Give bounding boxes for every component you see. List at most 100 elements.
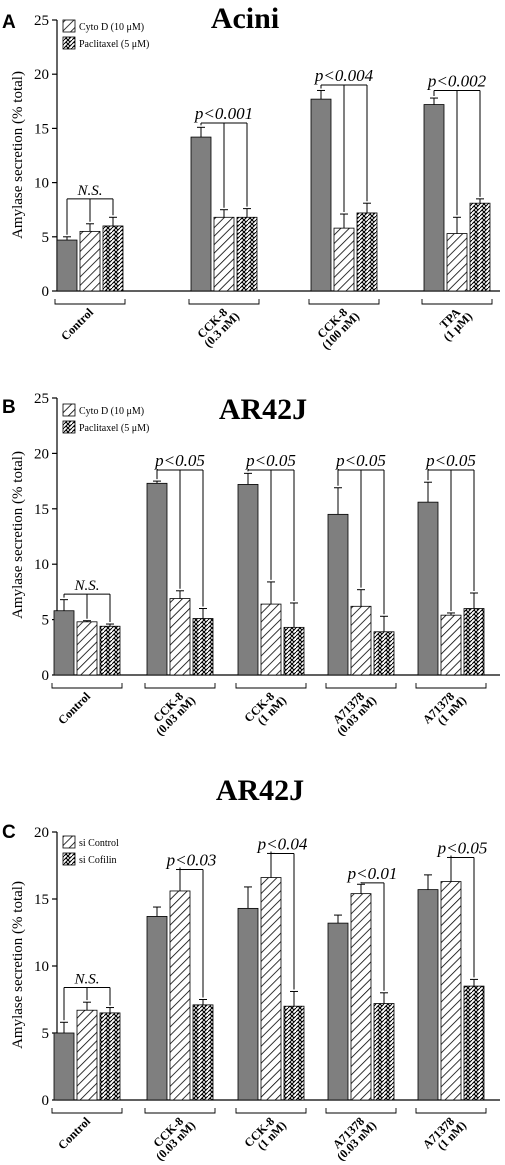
bar <box>373 1003 395 1101</box>
p-value-label: p<0.05 <box>425 451 476 470</box>
bar <box>417 501 439 676</box>
y-tick-label: 0 <box>42 1093 50 1109</box>
group-bracket <box>421 299 493 305</box>
bar <box>53 610 75 676</box>
bar <box>260 603 282 676</box>
panel-a: A Acini Amylase secretion (% total) 0 5 10… <box>2 2 500 352</box>
bar <box>373 631 395 676</box>
legend-swatch <box>62 403 76 417</box>
bar <box>440 614 462 676</box>
group-bracket <box>54 299 126 305</box>
y-tick-label: 15 <box>34 502 49 518</box>
legend-swatch <box>62 420 76 434</box>
legend-label: Cyto D (10 μM) <box>79 22 144 33</box>
group-bracket <box>415 1108 487 1114</box>
panel-a-y-axis-label: Amylase secretion (% total) <box>10 71 26 239</box>
legend-swatch <box>62 835 76 849</box>
bar <box>99 625 121 676</box>
legend-swatch <box>62 36 76 50</box>
bar <box>190 136 212 292</box>
p-value-label: p<0.002 <box>427 71 487 90</box>
bar <box>283 1005 305 1101</box>
y-tick-label: 25 <box>34 13 49 29</box>
y-tick-label: 5 <box>42 1026 50 1042</box>
bar <box>260 877 282 1101</box>
p-value-label: p<0.05 <box>154 451 205 470</box>
bar <box>350 893 372 1101</box>
group-bracket <box>51 1108 123 1114</box>
group-bracket <box>188 299 260 305</box>
bar <box>417 889 439 1101</box>
panel-c-y-axis-label: Amylase secretion (% total) <box>10 881 26 1049</box>
bar <box>79 230 101 292</box>
bar <box>213 216 235 292</box>
bar <box>146 916 168 1101</box>
p-value-label: p<0.05 <box>245 451 296 470</box>
group-bracket <box>235 683 307 689</box>
y-tick-label: 0 <box>42 668 50 684</box>
panel-b: B AR42J Amylase secretion (% total) 0 5 10… <box>2 391 500 738</box>
bar <box>237 907 259 1101</box>
bar <box>192 1004 214 1101</box>
bar <box>327 513 349 676</box>
bar <box>237 484 259 676</box>
bar <box>76 621 98 676</box>
bar <box>192 618 214 676</box>
bar <box>102 225 124 292</box>
p-value-label: p<0.04 <box>257 834 308 853</box>
y-tick-label: 10 <box>34 176 49 192</box>
p-value-label: p<0.03 <box>166 851 217 870</box>
panel-b-letter: B <box>2 397 16 418</box>
bar <box>53 1032 75 1101</box>
p-value-label: p<0.05 <box>437 838 488 857</box>
panel-c-title: AR42J <box>216 774 304 807</box>
p-value-label: p<0.001 <box>194 104 253 123</box>
group-bracket <box>415 683 487 689</box>
legend-swatch <box>62 19 76 33</box>
group-bracket <box>325 1108 397 1114</box>
panel-c-letter: C <box>2 822 16 843</box>
legend-label: si Cofilin <box>79 855 117 866</box>
y-tick-label: 25 <box>34 391 49 407</box>
y-tick-label: 0 <box>42 284 50 300</box>
group-bracket <box>325 683 397 689</box>
p-value-label: p<0.004 <box>314 66 374 85</box>
bar <box>327 922 349 1101</box>
panel-b-y-axis-label: Amylase secretion (% total) <box>10 451 26 619</box>
group-label: Control <box>55 689 93 727</box>
y-tick-label: 15 <box>34 892 49 908</box>
group-bracket <box>235 1108 307 1114</box>
group-label: Control <box>55 1114 93 1152</box>
bar <box>440 881 462 1101</box>
p-value-label: p<0.05 <box>335 451 386 470</box>
bar <box>463 608 485 676</box>
bar <box>146 482 168 676</box>
legend-label: Paclitaxel (5 μM) <box>79 39 149 50</box>
group-bracket <box>308 299 380 305</box>
legend-swatch <box>62 852 76 866</box>
y-tick-label: 5 <box>42 230 50 246</box>
panel-a-title: Acini <box>211 2 279 35</box>
bar <box>356 212 378 292</box>
ns-label: N.S. <box>76 183 102 199</box>
panel-c: C AR42J Amylase secretion (% total) 0 5 10… <box>2 774 500 1163</box>
bar <box>283 626 305 676</box>
y-tick-label: 10 <box>34 959 49 975</box>
legend-label: Paclitaxel (5 μM) <box>79 423 149 434</box>
group-bracket <box>144 1108 216 1114</box>
y-tick-label: 10 <box>34 557 49 573</box>
group-bracket <box>51 683 123 689</box>
bar <box>469 202 491 292</box>
p-value-label: p<0.01 <box>347 864 398 883</box>
ns-label: N.S. <box>73 971 99 987</box>
bar <box>99 1012 121 1101</box>
ns-label: N.S. <box>73 578 99 594</box>
bar <box>423 104 445 292</box>
group-label: Control <box>58 305 96 343</box>
bar <box>310 98 332 292</box>
bar <box>446 233 468 292</box>
bar <box>169 890 191 1101</box>
